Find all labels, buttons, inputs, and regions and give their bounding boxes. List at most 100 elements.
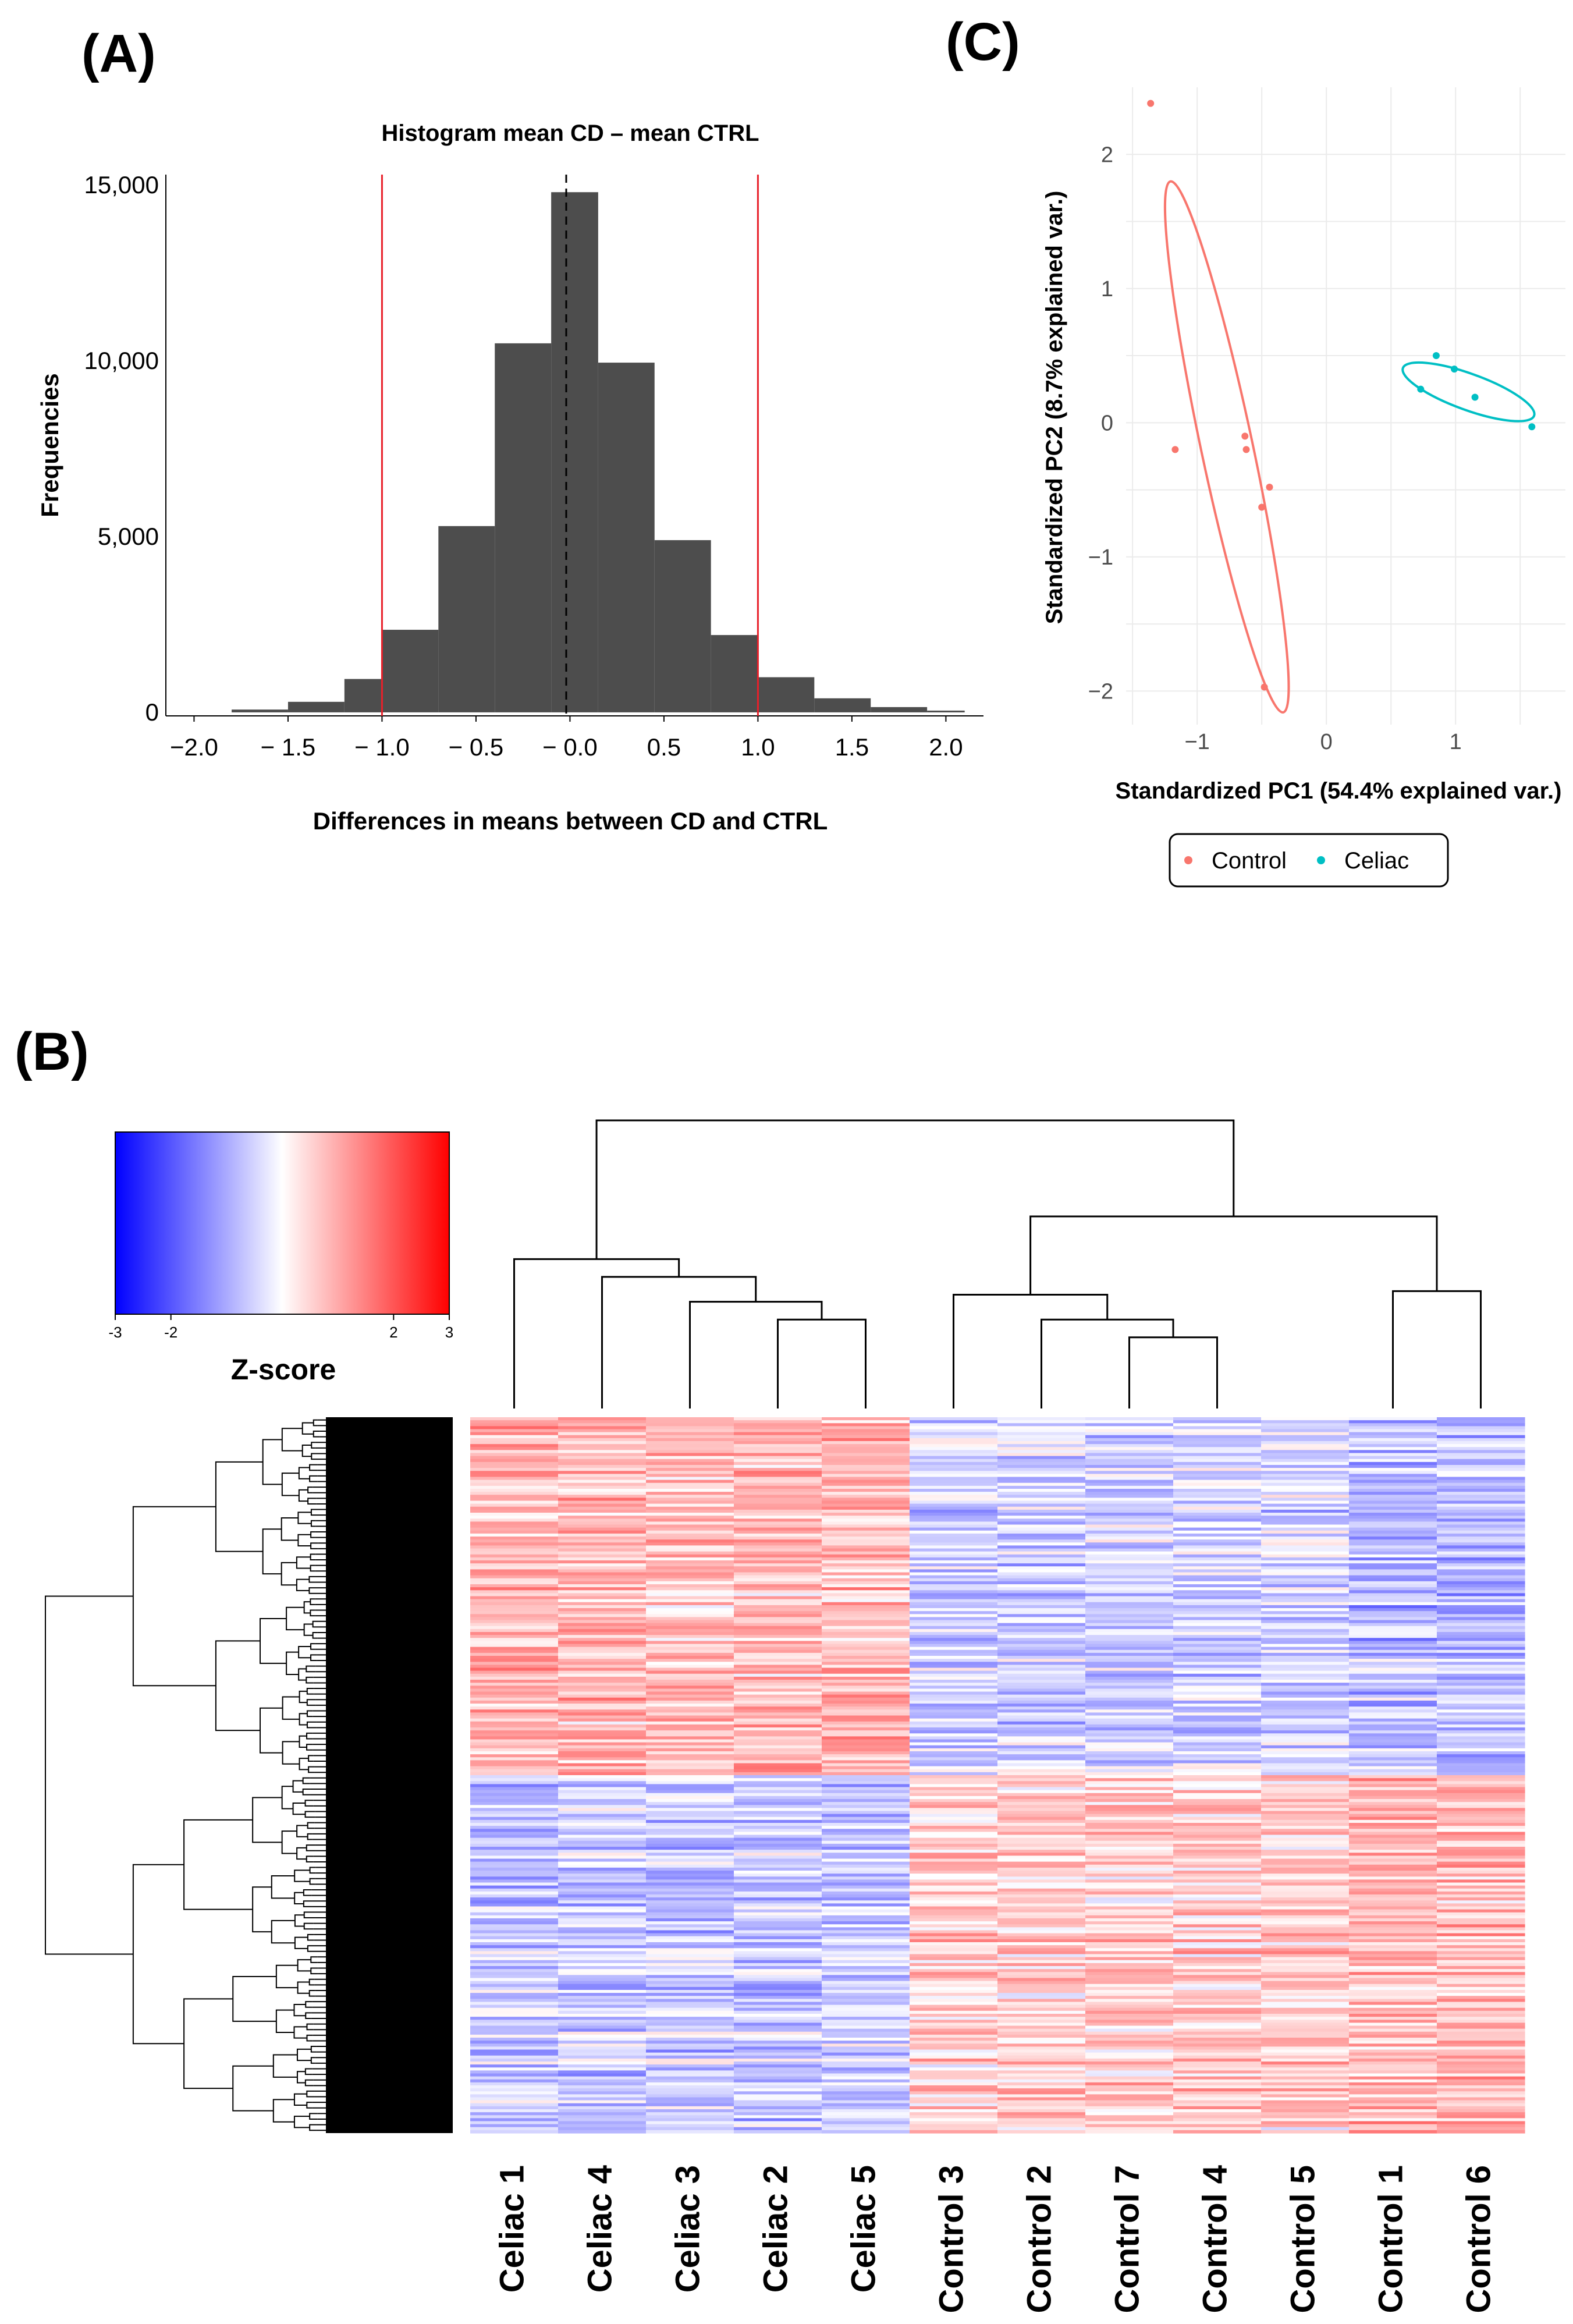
x-tick-label: −1 (1184, 730, 1209, 754)
heatmap-cell (1173, 1593, 1262, 1597)
heatmap-cell (1261, 1984, 1350, 1988)
heatmap-cell (734, 2073, 822, 2077)
heatmap-cell (558, 1858, 647, 1862)
heatmap-cell (558, 1578, 647, 1582)
heatmap-cell (910, 1551, 998, 1555)
heatmap-cell (1349, 2091, 1437, 2095)
heatmap-cell (646, 1599, 734, 1603)
heatmap-cell (1349, 1888, 1437, 1892)
heatmap-cell (734, 1990, 822, 1993)
heatmap-cell (1349, 1939, 1437, 1943)
heatmap-cell (1173, 1670, 1262, 1674)
heatmap-cell (910, 2043, 998, 2047)
heatmap-cell (1261, 2023, 1350, 2027)
heatmap-cell (910, 1492, 998, 1495)
heatmap-cell (997, 1769, 1086, 1773)
heatmap-cell (1261, 1581, 1350, 1585)
heatmap-cell (1085, 1736, 1174, 1740)
heatmap-cell (1349, 1874, 1437, 1877)
heatmap-cell (470, 1435, 559, 1439)
heatmap-cell (1173, 1447, 1262, 1450)
heatmap-cell (1349, 1897, 1437, 1901)
heatmap-cell (470, 1584, 559, 1588)
heatmap-cell (1173, 1500, 1262, 1505)
heatmap-cell (646, 1972, 734, 1975)
heatmap-cell (1349, 1665, 1437, 1669)
heatmap-cell (1437, 1608, 1525, 1612)
heatmap-cell (822, 2028, 910, 2032)
heatmap-cell (558, 1754, 647, 1758)
heatmap-cell (1349, 2076, 1437, 2080)
heatmap-cell (1349, 1611, 1437, 1615)
heatmap-cell (470, 1727, 559, 1731)
heatmap-cell (558, 1876, 647, 1880)
heatmap-cell (1173, 1527, 1262, 1531)
heatmap-cell (558, 1778, 647, 1782)
heatmap-cell (558, 1587, 647, 1591)
heatmap-cell (1261, 2115, 1350, 2119)
heatmap-cell (997, 1984, 1086, 1988)
heatmap-cell (1437, 2020, 1525, 2023)
heatmap-cell (1349, 2082, 1437, 2086)
heatmap-cell (997, 2088, 1086, 2092)
heatmap-cell (734, 1644, 822, 1648)
heatmap-cell (822, 1461, 910, 1466)
heatmap-cell (1349, 1513, 1437, 1516)
heatmap-cell (558, 1790, 647, 1794)
heatmap-cell (1085, 1557, 1174, 1561)
heatmap-cell (1085, 1697, 1174, 1701)
heatmap-cell (1349, 2064, 1437, 2068)
heatmap-cell (734, 1516, 822, 1519)
heatmap-cell (646, 1888, 734, 1892)
heatmap-cell (1437, 2038, 1525, 2041)
heatmap-cell (1349, 1479, 1437, 1484)
heatmap-cell (1349, 2067, 1437, 2071)
heatmap-cell (1349, 1587, 1437, 1591)
heatmap-cell (1173, 1843, 1262, 1847)
heatmap-cell (1437, 1545, 1525, 1549)
heatmap-cell (558, 1763, 647, 1767)
heatmap-cell (1261, 1766, 1350, 1770)
heatmap-cell (734, 1551, 822, 1555)
heatmap-cell (470, 1524, 559, 1528)
heatmap-cell (822, 1954, 910, 1958)
heatmap-cell (1261, 1933, 1350, 1937)
heatmap-cell (1349, 2079, 1437, 2083)
heatmap-cell (910, 2079, 998, 2083)
heatmap-cell (910, 1864, 998, 1868)
heatmap-cell (734, 2091, 822, 2095)
heatmap-cell (1173, 1665, 1262, 1669)
heatmap-cell (558, 1724, 647, 1728)
heatmap-cell (822, 1513, 910, 1516)
heatmap-cell (470, 2014, 559, 2017)
heatmap-cell (1261, 1891, 1350, 1895)
heatmap-cell (1261, 2046, 1350, 2050)
heatmap-cell (997, 2062, 1086, 2065)
heatmap-cell (910, 2058, 998, 2062)
heatmap-cell (910, 1993, 998, 1996)
heatmap-cell (997, 2064, 1086, 2068)
heatmap-cell (822, 1757, 910, 1761)
heatmap-cell (1261, 2085, 1350, 2089)
heatmap-cell (997, 1626, 1086, 1630)
heatmap-cell (1437, 2028, 1525, 2032)
heatmap-cell (1437, 1888, 1525, 1892)
heatmap-cell (1349, 1417, 1437, 1421)
heatmap-cell (997, 1566, 1086, 1570)
colorbar-tick-label: -2 (164, 1324, 177, 1341)
heatmap-cell (1349, 1715, 1437, 1719)
y-axis-title: Frequencies (36, 373, 63, 517)
heatmap-cell (470, 1548, 559, 1552)
heatmap-cell (558, 1978, 647, 1982)
heatmap-cell (1173, 1506, 1262, 1510)
heatmap-cell (910, 1691, 998, 1695)
heatmap-cell (646, 1811, 734, 1815)
heatmap-cell (910, 1584, 998, 1588)
heatmap-cell (646, 1626, 734, 1630)
heatmap-cell (910, 1485, 998, 1489)
heatmap-cell (646, 1978, 734, 1982)
heatmap-cell (1085, 2082, 1174, 2086)
heatmap-cell (997, 1438, 1086, 1442)
heatmap-cell (1349, 1816, 1437, 1821)
heatmap-cell (997, 1787, 1086, 1791)
